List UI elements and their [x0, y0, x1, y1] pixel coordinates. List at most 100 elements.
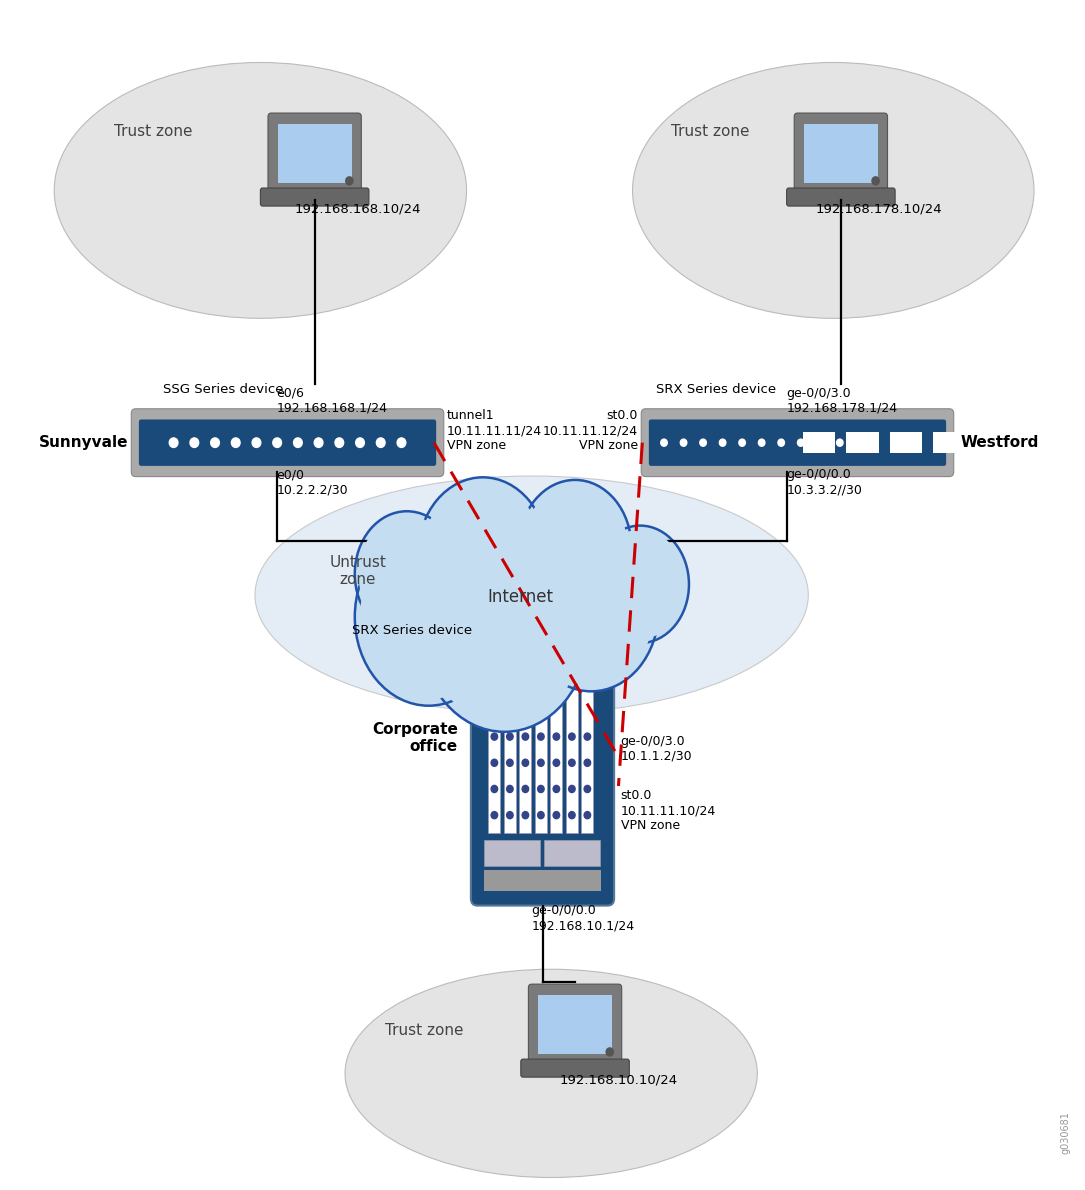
Text: SRX Series device: SRX Series device	[352, 624, 472, 637]
Circle shape	[507, 759, 513, 766]
Ellipse shape	[591, 526, 689, 643]
Ellipse shape	[422, 483, 544, 628]
Text: Untrust
zone: Untrust zone	[330, 555, 386, 588]
Text: SSG Series device: SSG Series device	[163, 383, 283, 395]
Circle shape	[397, 438, 406, 447]
Circle shape	[169, 438, 178, 447]
Text: Sunnyvale: Sunnyvale	[39, 436, 128, 450]
Circle shape	[584, 812, 590, 819]
Circle shape	[537, 812, 544, 819]
Ellipse shape	[358, 515, 456, 632]
FancyBboxPatch shape	[933, 432, 966, 453]
Circle shape	[569, 733, 575, 740]
Circle shape	[569, 812, 575, 819]
Circle shape	[376, 438, 385, 447]
Text: ge-0/0/0.0
10.3.3.2//30: ge-0/0/0.0 10.3.3.2//30	[787, 468, 863, 496]
Circle shape	[507, 812, 513, 819]
Circle shape	[356, 438, 365, 447]
Ellipse shape	[425, 536, 584, 725]
FancyBboxPatch shape	[890, 432, 922, 453]
Text: Westford: Westford	[960, 436, 1038, 450]
Ellipse shape	[54, 63, 467, 318]
FancyBboxPatch shape	[582, 687, 593, 833]
Circle shape	[537, 759, 544, 766]
FancyBboxPatch shape	[550, 687, 562, 833]
Text: 192.168.168.10/24: 192.168.168.10/24	[295, 202, 421, 215]
Text: e0/6
192.168.168.1/24: e0/6 192.168.168.1/24	[277, 387, 387, 415]
Ellipse shape	[524, 530, 659, 691]
Circle shape	[569, 785, 575, 793]
Text: 192.168.10.10/24: 192.168.10.10/24	[560, 1073, 677, 1086]
Text: Trust zone: Trust zone	[671, 124, 749, 139]
Text: Trust zone: Trust zone	[385, 1023, 463, 1039]
Circle shape	[507, 785, 513, 793]
Ellipse shape	[633, 63, 1034, 318]
Circle shape	[553, 759, 560, 766]
Ellipse shape	[360, 534, 497, 700]
Circle shape	[252, 438, 260, 447]
Circle shape	[661, 439, 667, 446]
Circle shape	[315, 438, 323, 447]
FancyBboxPatch shape	[565, 687, 578, 833]
Circle shape	[569, 759, 575, 766]
FancyBboxPatch shape	[803, 432, 835, 453]
FancyBboxPatch shape	[278, 124, 352, 183]
Text: 192.168.178.10/24: 192.168.178.10/24	[816, 202, 942, 215]
Circle shape	[739, 439, 745, 446]
Text: g030681: g030681	[1060, 1111, 1071, 1154]
Circle shape	[553, 812, 560, 819]
Circle shape	[522, 812, 528, 819]
Circle shape	[522, 733, 528, 740]
Ellipse shape	[523, 484, 627, 610]
FancyBboxPatch shape	[488, 687, 500, 833]
Circle shape	[492, 785, 498, 793]
Circle shape	[553, 663, 566, 677]
Circle shape	[507, 733, 513, 740]
Text: ge-0/0/3.0
10.1.1.2/30: ge-0/0/3.0 10.1.1.2/30	[621, 734, 692, 763]
Circle shape	[871, 176, 880, 186]
Circle shape	[294, 438, 303, 447]
Circle shape	[537, 733, 544, 740]
FancyBboxPatch shape	[484, 870, 601, 891]
Circle shape	[553, 785, 560, 793]
Circle shape	[758, 439, 765, 446]
FancyBboxPatch shape	[538, 995, 612, 1054]
Ellipse shape	[345, 969, 757, 1178]
Text: tunnel1
10.11.11.11/24
VPN zone: tunnel1 10.11.11.11/24 VPN zone	[447, 409, 542, 452]
FancyBboxPatch shape	[649, 419, 946, 465]
Ellipse shape	[519, 480, 631, 615]
Circle shape	[817, 439, 824, 446]
Circle shape	[584, 733, 590, 740]
Text: e0/0
10.2.2.2/30: e0/0 10.2.2.2/30	[277, 468, 348, 496]
FancyBboxPatch shape	[528, 984, 622, 1065]
Circle shape	[605, 1047, 614, 1057]
Text: ge-0/0/0.0
192.168.10.1/24: ge-0/0/0.0 192.168.10.1/24	[532, 904, 635, 933]
Text: st0.0
10.11.11.10/24
VPN zone: st0.0 10.11.11.10/24 VPN zone	[621, 789, 716, 833]
Text: Trust zone: Trust zone	[114, 124, 192, 139]
FancyBboxPatch shape	[268, 113, 361, 194]
Circle shape	[797, 439, 804, 446]
Circle shape	[190, 438, 199, 447]
Circle shape	[523, 663, 536, 677]
FancyBboxPatch shape	[260, 188, 369, 206]
Circle shape	[492, 759, 498, 766]
Circle shape	[522, 785, 528, 793]
Circle shape	[700, 439, 706, 446]
FancyBboxPatch shape	[521, 1059, 629, 1077]
FancyBboxPatch shape	[131, 408, 444, 476]
Circle shape	[719, 439, 726, 446]
Circle shape	[584, 759, 590, 766]
Circle shape	[522, 759, 528, 766]
Circle shape	[492, 733, 498, 740]
Text: Corporate
office: Corporate office	[372, 721, 458, 754]
Ellipse shape	[528, 536, 654, 685]
Ellipse shape	[355, 528, 502, 706]
Circle shape	[210, 438, 219, 447]
FancyBboxPatch shape	[471, 641, 614, 906]
FancyBboxPatch shape	[139, 419, 436, 465]
FancyBboxPatch shape	[794, 113, 888, 194]
Ellipse shape	[420, 528, 589, 732]
Circle shape	[335, 438, 344, 447]
FancyBboxPatch shape	[520, 687, 532, 833]
FancyBboxPatch shape	[846, 432, 879, 453]
